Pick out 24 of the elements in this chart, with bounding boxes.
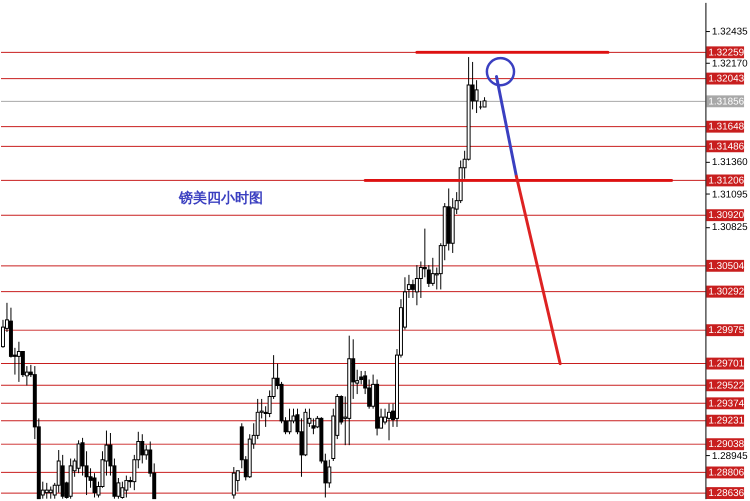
ref-line-label: 1.29975 xyxy=(708,325,745,336)
ref-line-label: 1.31648 xyxy=(708,122,745,133)
ref-line-label: 1.29374 xyxy=(708,398,745,410)
y-tick-label: 1.28945 xyxy=(712,450,748,462)
text: 镑美四小时图 xyxy=(178,189,263,206)
ref-line-label: 1.29701 xyxy=(708,358,745,370)
y-tick-label: 1.31095 xyxy=(712,189,748,200)
ref-line-label: 1.31486 xyxy=(708,141,745,152)
ref-line-label: 1.28806 xyxy=(708,467,745,478)
ref-line-label: 1.30292 xyxy=(708,286,744,298)
y-tick-label: 1.32170 xyxy=(712,58,748,70)
ref-line-label: 1.30920 xyxy=(708,210,745,222)
ref-line-label: 1.32259 xyxy=(708,47,745,58)
y-tick-label: 1.31360 xyxy=(712,157,748,168)
ref-line-label: 1.31856 xyxy=(708,96,745,108)
ref-line-label: 1.30504 xyxy=(708,260,745,272)
ref-line-label: 1.31206 xyxy=(708,175,745,186)
y-tick-label: 1.32435 xyxy=(712,26,748,38)
ref-line-label: 1.28636 xyxy=(708,488,745,500)
ref-line-label: 1.29522 xyxy=(708,380,744,392)
ref-line-label: 1.29231 xyxy=(708,416,745,427)
y-tick-label: 1.30825 xyxy=(712,222,748,234)
ref-line-label: 1.29038 xyxy=(708,439,745,450)
ref-line-label: 1.32043 xyxy=(708,74,745,85)
